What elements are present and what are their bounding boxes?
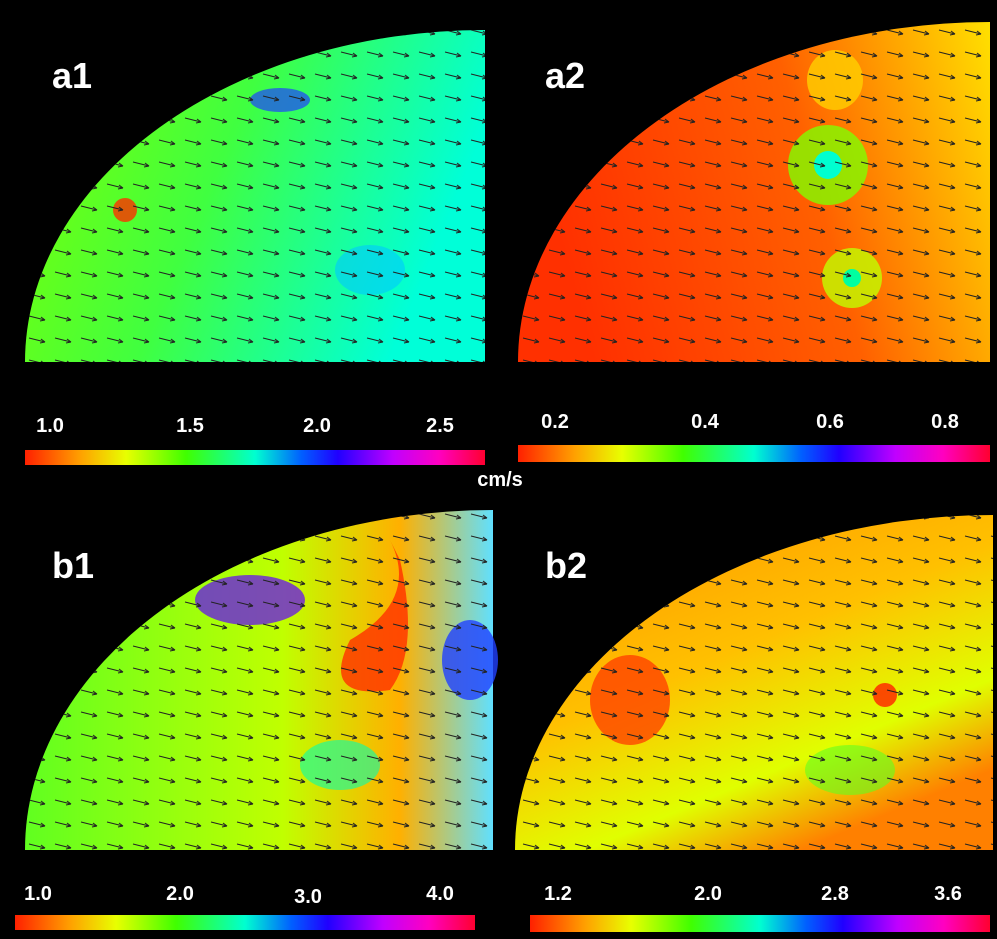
colorbar-tick: 1.0 bbox=[36, 415, 64, 437]
panel-label: a2 bbox=[545, 55, 585, 96]
colorbar-tick: 2.0 bbox=[694, 883, 722, 905]
panel-label: b2 bbox=[545, 545, 587, 586]
colorbar-tick: 2.5 bbox=[426, 415, 454, 437]
colorbar bbox=[25, 450, 485, 465]
unit-label: cm/s bbox=[477, 469, 523, 491]
panel-label: a1 bbox=[52, 55, 92, 96]
panel-b1: b1 1.0 2.0 3.0 4.0 bbox=[15, 510, 498, 930]
colorbar-tick: 1.2 bbox=[544, 883, 572, 905]
colorbar bbox=[530, 915, 990, 932]
colorbar-tick: 2.8 bbox=[821, 883, 849, 905]
colorbar-tick: 0.6 bbox=[816, 411, 844, 433]
colorbar-tick: 1.5 bbox=[176, 415, 204, 437]
colorbar-tick: 0.2 bbox=[541, 411, 569, 433]
colorbar bbox=[15, 915, 475, 930]
page: a1 1.0 1.5 2.0 2.5 a2 0.2 0.4 0.6 0.8 cm… bbox=[0, 0, 997, 939]
colorbar-tick: 0.8 bbox=[931, 411, 959, 433]
panel-a2: a2 0.2 0.4 0.6 0.8 bbox=[518, 22, 990, 462]
colorbar bbox=[518, 445, 990, 462]
colorbar-tick: 3.6 bbox=[934, 883, 962, 905]
colorbar-tick: 3.0 bbox=[294, 886, 322, 908]
colorbar-tick: 1.0 bbox=[24, 883, 52, 905]
colorbar-tick: 2.0 bbox=[166, 883, 194, 905]
colorbar-tick: 0.4 bbox=[691, 411, 720, 433]
colorbar-tick: 4.0 bbox=[426, 883, 454, 905]
panel-label: b1 bbox=[52, 545, 94, 586]
colorbar-tick: 2.0 bbox=[303, 415, 331, 437]
panel-a1: a1 1.0 1.5 2.0 2.5 bbox=[25, 30, 485, 465]
panel-b2: b2 1.2 2.0 2.8 3.6 bbox=[515, 515, 993, 932]
figure: a1 1.0 1.5 2.0 2.5 a2 0.2 0.4 0.6 0.8 cm… bbox=[0, 0, 997, 939]
